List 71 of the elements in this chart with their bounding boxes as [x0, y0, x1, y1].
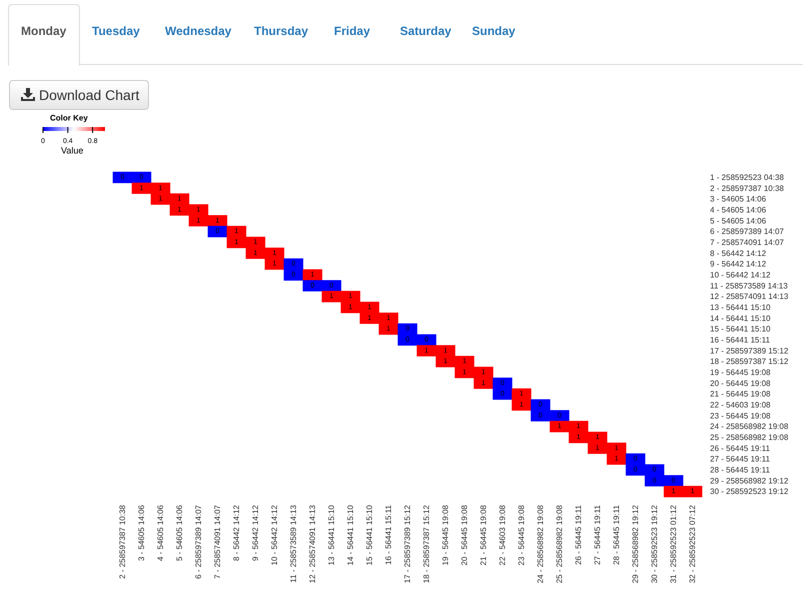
x-tick-label: 23 - 56445 19:08	[517, 504, 526, 566]
text: Wednesday	[165, 24, 232, 38]
y-tick-label: 8 - 56442 14:12	[710, 248, 767, 258]
y-tick-label: 6 - 258597389 14:07	[710, 227, 784, 236]
x-tick-label: 11 - 258573589 14:13	[289, 504, 298, 583]
text: Thursday	[254, 24, 308, 38]
y-tick-label: 27 - 56445 19:11	[710, 454, 770, 464]
x-tick-label: 20 - 56445 19:08	[460, 504, 469, 566]
x-tick-label: 25 - 258568982 19:08	[555, 504, 564, 584]
y-tick-label: 28 - 56445 19:11	[710, 465, 770, 474]
y-tick-label: 25 - 258568982 19:08	[710, 432, 789, 442]
y-tick-label: 9 - 56442 14:12	[710, 260, 767, 269]
x-tick-label: 6 - 258597389 14:07	[194, 504, 203, 579]
x-tick-label: 2 - 258597387 10:38	[118, 504, 127, 579]
y-tick-label: 5 - 54605 14:06	[710, 216, 767, 226]
x-tick-label: 7 - 258574091 14:07	[213, 504, 222, 579]
text: Friday	[334, 24, 370, 38]
x-tick-label: 26 - 56445 19:11	[574, 504, 583, 565]
y-tick-label: 26 - 56445 19:11	[710, 444, 770, 453]
x-tick-label: 21 - 56445 19:08	[479, 504, 488, 566]
y-tick-label: 24 - 258568982 19:08	[710, 422, 789, 432]
text: Saturday	[400, 24, 452, 38]
x-tick-label: 29 - 258568982 19:12	[631, 504, 640, 584]
x-tick-label: 5 - 54605 14:06	[175, 504, 184, 562]
y-tick-label: 3 - 54605 14:06	[710, 194, 767, 204]
x-tick-label: 19 - 56445 19:08	[441, 504, 450, 566]
y-tick-label: 20 - 56445 19:08	[710, 378, 772, 388]
text: Download Chart	[39, 87, 140, 103]
x-tick-label: 16 - 56441 15:11	[384, 504, 393, 565]
y-tick-label: 13 - 56441 15:10	[710, 302, 772, 312]
y-tick-label: 7 - 258574091 14:07	[710, 238, 784, 247]
y-tick-label: 10 - 56442 14:12	[710, 270, 772, 280]
text: Monday	[21, 24, 66, 38]
y-tick-label: 30 - 258592523 19:12	[710, 487, 789, 496]
color-bar-title: Value	[61, 146, 84, 156]
y-tick-label: 2 - 258597387 10:38	[710, 184, 784, 193]
x-tick-label: 3 - 54605 14:06	[137, 504, 146, 562]
x-tick-label: 27 - 56445 19:11	[593, 504, 602, 565]
y-tick-label: 23 - 56445 19:08	[710, 411, 772, 420]
y-tick-label: 14 - 56441 15:10	[710, 314, 772, 323]
y-tick-label: 18 - 258597387 15:12	[710, 357, 789, 366]
y-tick-label: 21 - 56445 19:08	[710, 390, 772, 399]
y-tick-label: 4 - 54605 14:06	[710, 205, 767, 214]
text: Tuesday	[92, 24, 140, 38]
y-tick-label: 29 - 258568982 19:12	[710, 476, 789, 486]
x-tick-label: 22 - 54603 19:08	[498, 504, 507, 566]
y-tick-label: 12 - 258574091 14:13	[710, 292, 789, 302]
x-tick-label: 15 - 56441 15:10	[365, 504, 374, 566]
x-tick-label: 28 - 56445 19:11	[612, 504, 621, 565]
y-tick-label: 15 - 56441 15:10	[710, 324, 772, 334]
x-tick-label: 18 - 258597387 15:12	[422, 504, 431, 584]
legend-title: Color Key	[50, 114, 88, 122]
x-tick-label: 10 - 56442 14:12	[270, 504, 279, 566]
x-tick-label: 8 - 56442 14:12	[232, 504, 241, 562]
x-tick-label: 14 - 56441 15:10	[346, 504, 355, 566]
y-tick-label: 19 - 56445 19:08	[710, 368, 772, 377]
x-tick-label: 17 - 258597389 15:12	[403, 504, 412, 584]
x-tick-label: 32 - 258592523 07:12	[688, 504, 697, 584]
y-tick-label: 1 - 258592523 04:38	[710, 172, 784, 182]
y-tick-label: 17 - 258597389 15:12	[710, 346, 789, 356]
x-tick-label: 12 - 258574091 14:13	[308, 504, 317, 584]
text: Sunday	[472, 24, 516, 38]
x-tick-label: 9 - 56442 14:12	[251, 504, 260, 562]
x-tick-label: 31 - 258592523 01:12	[669, 504, 678, 584]
x-tick-label: 4 - 54605 14:06	[156, 504, 165, 562]
x-tick-label: 24 - 258568982 19:08	[536, 504, 545, 584]
y-tick-label: 16 - 56441 15:11	[710, 335, 770, 344]
x-tick-label: 13 - 56441 15:10	[327, 504, 336, 566]
y-tick-label: 22 - 54603 19:08	[710, 400, 772, 410]
y-tick-label: 11 - 258573589 14:13	[710, 281, 788, 290]
x-tick-label: 30 - 258592523 19:12	[650, 504, 659, 584]
